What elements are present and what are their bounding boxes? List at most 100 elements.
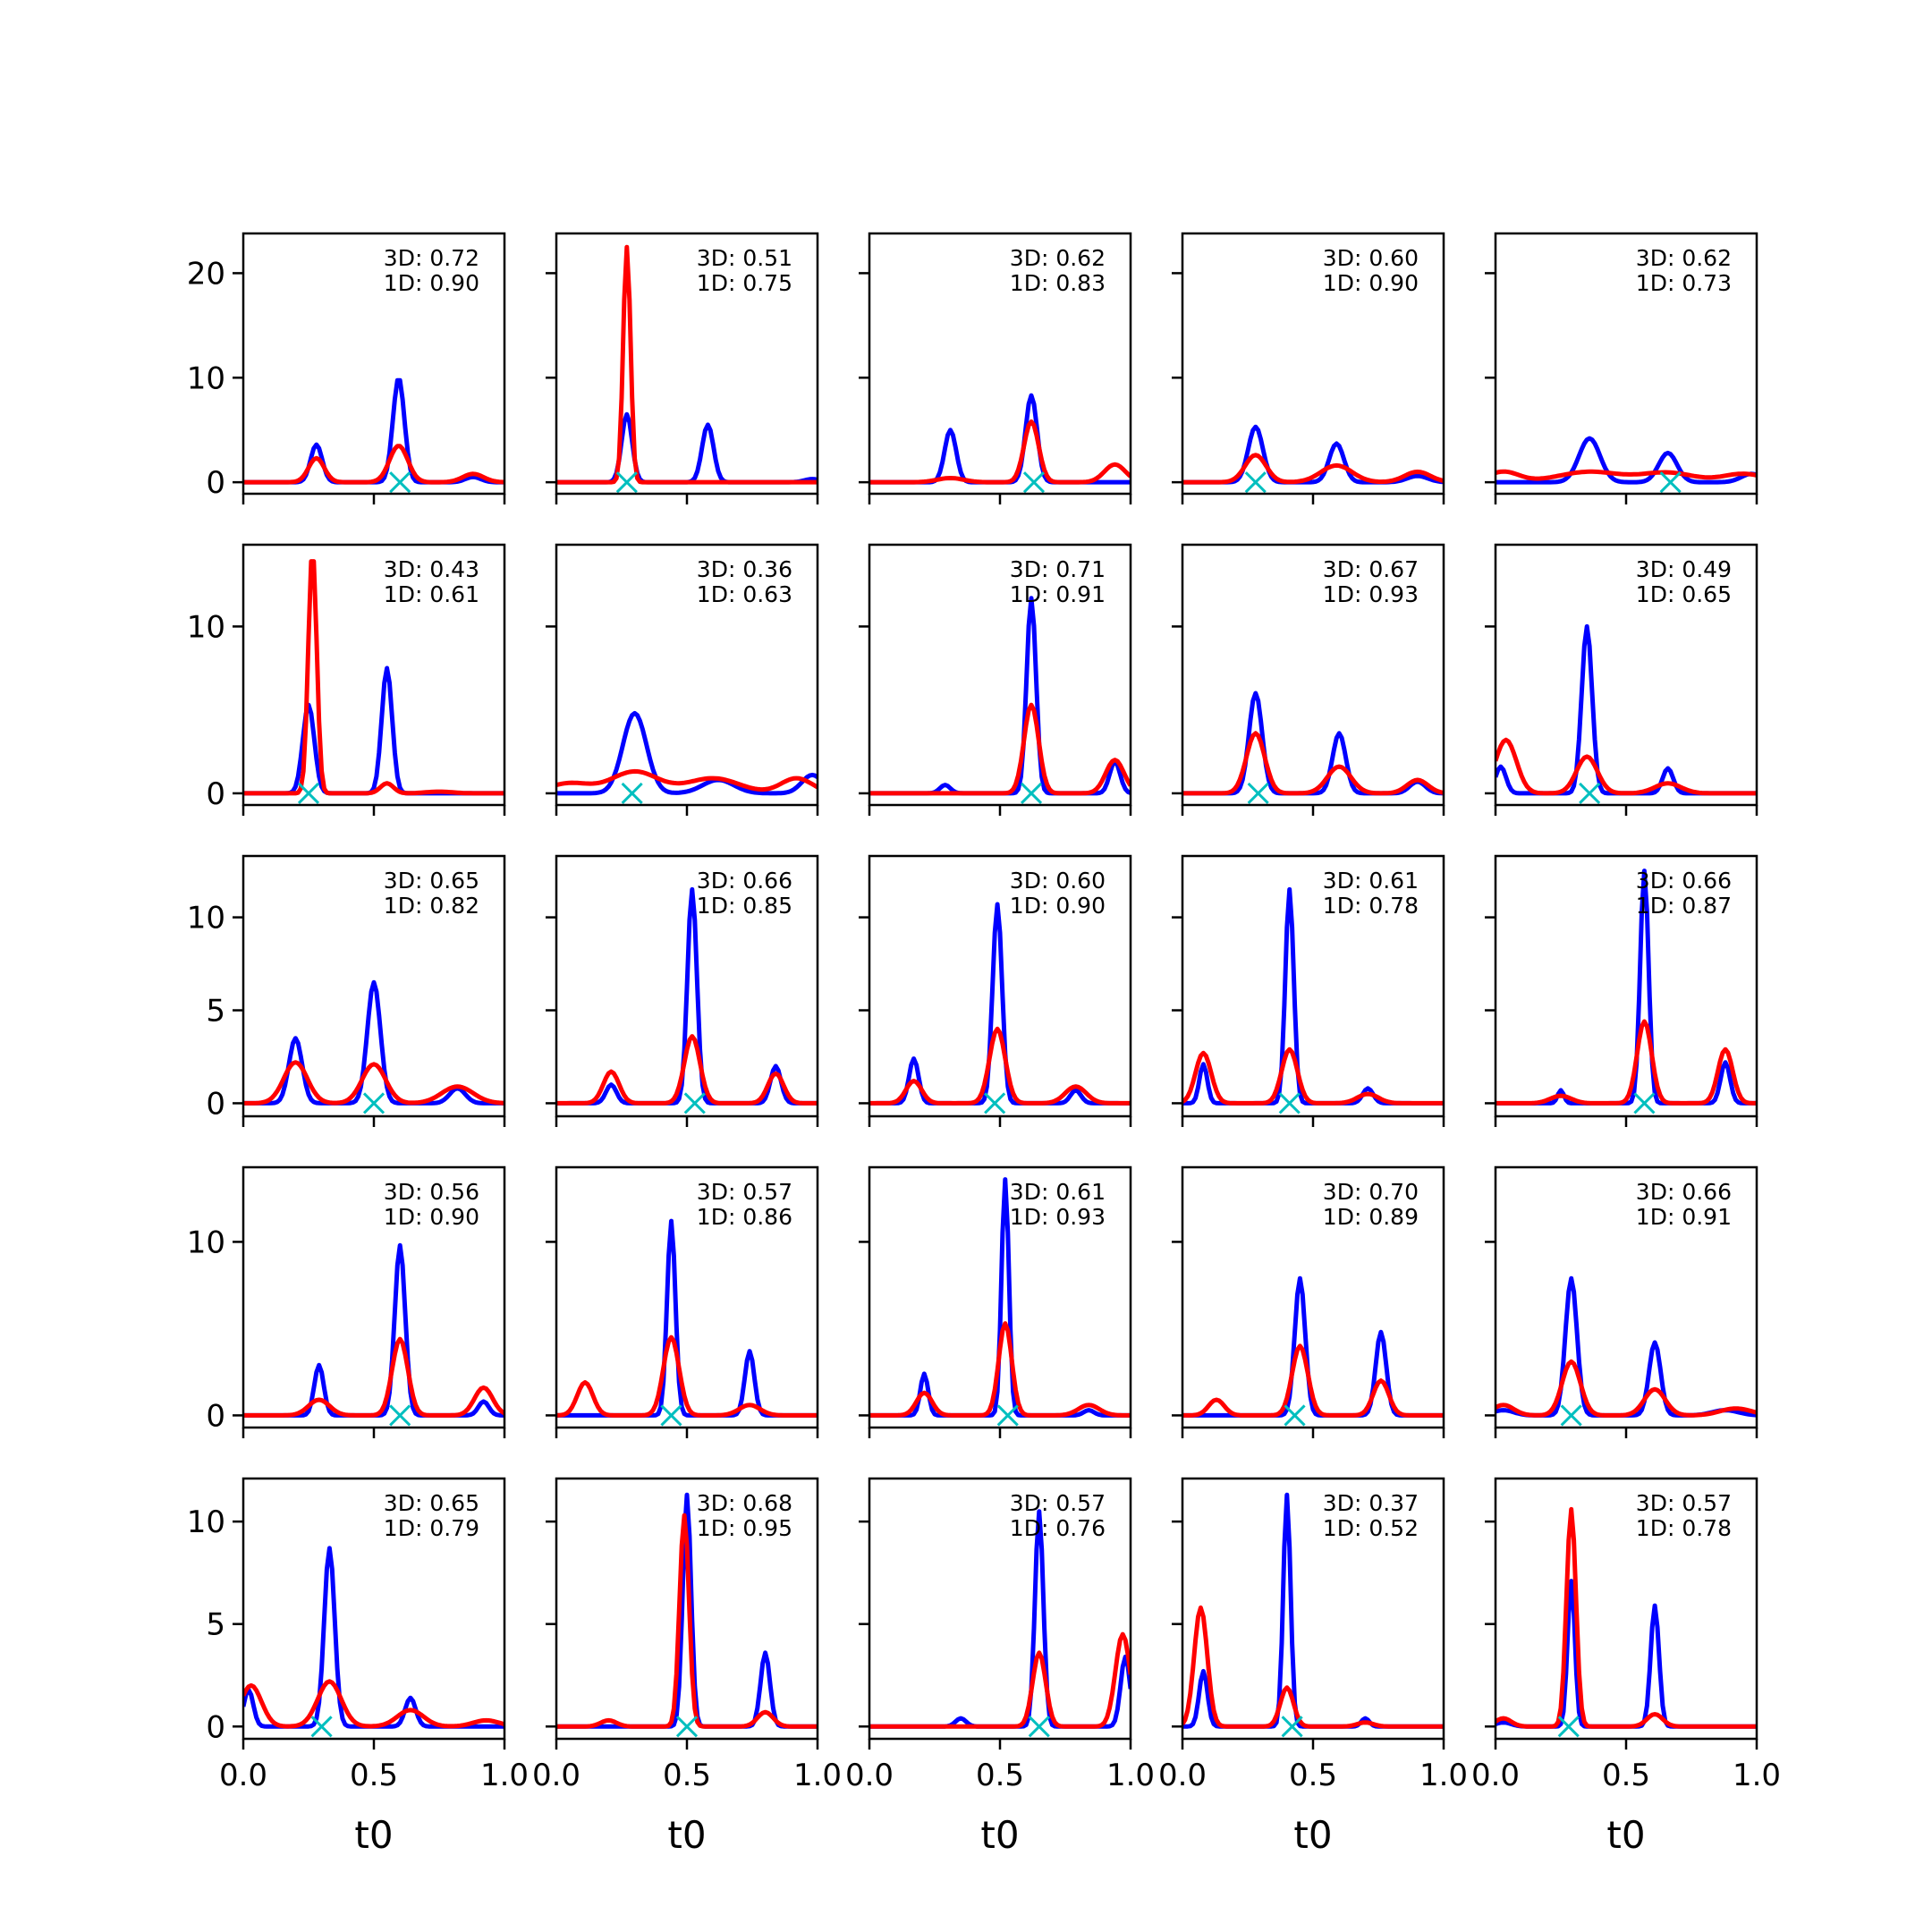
y-tick-label: 0: [206, 1709, 225, 1745]
red-series-line: [1496, 1506, 1757, 1729]
marker-x: [389, 1404, 411, 1427]
blue-series-line: [243, 1546, 504, 1729]
blue-series-line: [556, 1492, 818, 1729]
red-series-line: [869, 1321, 1131, 1418]
red-series-line: [1182, 1343, 1444, 1418]
subplot-2-1: [233, 543, 506, 816]
annotation-text: 1D: 0.93: [1010, 1204, 1106, 1230]
annotation-text: 1D: 0.91: [1010, 581, 1106, 607]
marker-x: [1284, 1404, 1306, 1427]
annotation-text: 1D: 0.83: [1010, 270, 1106, 296]
subplot-2-5: [1485, 543, 1758, 816]
red-series-line: [556, 244, 818, 485]
annotation-text: 3D: 0.36: [697, 556, 792, 582]
annotation-text: 3D: 0.67: [1323, 556, 1419, 582]
subplot-1-4: [1172, 232, 1445, 504]
subplot-3-4: [1172, 854, 1445, 1127]
y-tick-label: 0: [206, 1086, 225, 1122]
annotation-text: 3D: 0.56: [384, 1179, 479, 1205]
subplot-3-5: [1485, 854, 1758, 1127]
annotation-text: 1D: 0.75: [697, 270, 792, 296]
marker-x: [621, 782, 643, 805]
subplot-5-5: [1485, 1477, 1758, 1750]
blue-series-line: [1496, 436, 1757, 485]
subplot-2-3: [859, 543, 1132, 816]
y-tick-label: 0: [206, 776, 225, 812]
x-tick-label: 0.0: [1471, 1758, 1520, 1793]
annotation-text: 1D: 0.76: [1010, 1515, 1106, 1541]
red-series-line: [243, 1336, 504, 1418]
red-series-line: [556, 768, 818, 792]
blue-series-line: [869, 393, 1131, 485]
annotation-text: 3D: 0.61: [1323, 868, 1419, 894]
y-tick-label: 0: [206, 465, 225, 501]
marker-x: [660, 1404, 682, 1427]
marker-x: [1028, 1716, 1050, 1738]
red-series-line: [556, 1513, 818, 1729]
annotation-text: 1D: 0.63: [697, 581, 792, 607]
red-series-line: [1496, 1359, 1757, 1418]
blue-series-line: [1496, 1579, 1757, 1729]
blue-series-line: [556, 411, 818, 485]
blue-series-line: [869, 1509, 1131, 1729]
annotation-text: 3D: 0.57: [1636, 1490, 1732, 1516]
subplot-5-3: [859, 1477, 1132, 1750]
blue-series-line: [1182, 886, 1444, 1106]
marker-x: [1281, 1716, 1303, 1738]
marker-x: [1244, 471, 1267, 494]
annotation-text: 1D: 0.90: [1323, 270, 1419, 296]
marker-x: [1278, 1092, 1301, 1114]
subplot-1-3: [859, 232, 1132, 504]
annotation-text: 1D: 0.78: [1323, 893, 1419, 919]
blue-series-line: [869, 596, 1131, 796]
x-tick-label: 0.0: [845, 1758, 894, 1793]
red-series-line: [1182, 731, 1444, 796]
red-series-line: [1496, 469, 1757, 481]
marker-x: [1579, 782, 1601, 805]
y-tick-label: 10: [187, 609, 225, 645]
annotation-text: 1D: 0.93: [1323, 581, 1419, 607]
red-series-line: [243, 444, 504, 485]
y-tick-label: 10: [187, 901, 225, 936]
annotation-text: 3D: 0.65: [384, 1490, 479, 1516]
subplot-4-4: [1172, 1165, 1445, 1438]
marker-x: [1557, 1716, 1580, 1738]
x-tick-label: 0.5: [663, 1758, 711, 1793]
annotation-text: 3D: 0.70: [1323, 1179, 1419, 1205]
subplot-1-5: [1485, 232, 1758, 504]
x-axis-label: t0: [980, 1813, 1019, 1857]
subplot-5-2: [546, 1477, 819, 1750]
x-tick-label: 1.0: [1419, 1758, 1468, 1793]
subplot-4-2: [546, 1165, 819, 1438]
annotation-text: 3D: 0.62: [1636, 245, 1732, 271]
annotation-text: 1D: 0.65: [1636, 581, 1732, 607]
blue-series-line: [556, 710, 818, 796]
annotation-text: 3D: 0.68: [697, 1490, 792, 1516]
x-tick-label: 0.5: [976, 1758, 1024, 1793]
annotation-text: 1D: 0.79: [384, 1515, 479, 1541]
marker-x: [1022, 471, 1046, 494]
annotation-text: 3D: 0.66: [1636, 1179, 1732, 1205]
x-tick-label: 1.0: [1733, 1758, 1781, 1793]
annotation-text: 3D: 0.72: [384, 245, 479, 271]
x-tick-label: 1.0: [480, 1758, 529, 1793]
red-series-line: [869, 702, 1131, 796]
x-axis-label: t0: [667, 1813, 706, 1857]
annotation-text: 1D: 0.82: [384, 893, 479, 919]
marker-x: [389, 471, 411, 494]
blue-series-line: [869, 902, 1131, 1106]
annotation-text: 3D: 0.51: [697, 245, 792, 271]
red-series-line: [1182, 1605, 1444, 1729]
y-tick-label: 5: [206, 994, 225, 1030]
x-axis-label: t0: [354, 1813, 393, 1857]
annotation-text: 1D: 0.73: [1636, 270, 1732, 296]
blue-series-line: [243, 665, 504, 796]
annotation-text: 3D: 0.49: [1636, 556, 1732, 582]
annotation-text: 1D: 0.89: [1323, 1204, 1419, 1230]
subplot-4-1: [233, 1165, 506, 1438]
x-tick-label: 1.0: [1106, 1758, 1155, 1793]
y-tick-label: 5: [206, 1607, 225, 1643]
marker-x: [984, 1092, 1006, 1114]
subplot-4-5: [1485, 1165, 1758, 1438]
subplot-5-1: [233, 1477, 506, 1750]
